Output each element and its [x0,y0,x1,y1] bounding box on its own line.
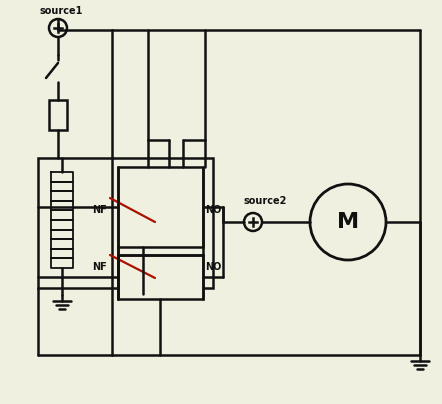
Text: NO: NO [205,205,221,215]
Text: NO: NO [205,262,221,272]
Circle shape [49,19,67,37]
Text: source1: source1 [40,6,84,16]
Bar [118,255,203,299]
Text: NF: NF [92,262,107,272]
Text: source2: source2 [243,196,286,206]
Text: NF: NF [92,205,107,215]
Circle shape [310,184,386,260]
Bar [49,100,67,130]
Bar [118,167,203,247]
Circle shape [244,213,262,231]
Bar [38,158,213,288]
Text: M: M [337,212,359,232]
